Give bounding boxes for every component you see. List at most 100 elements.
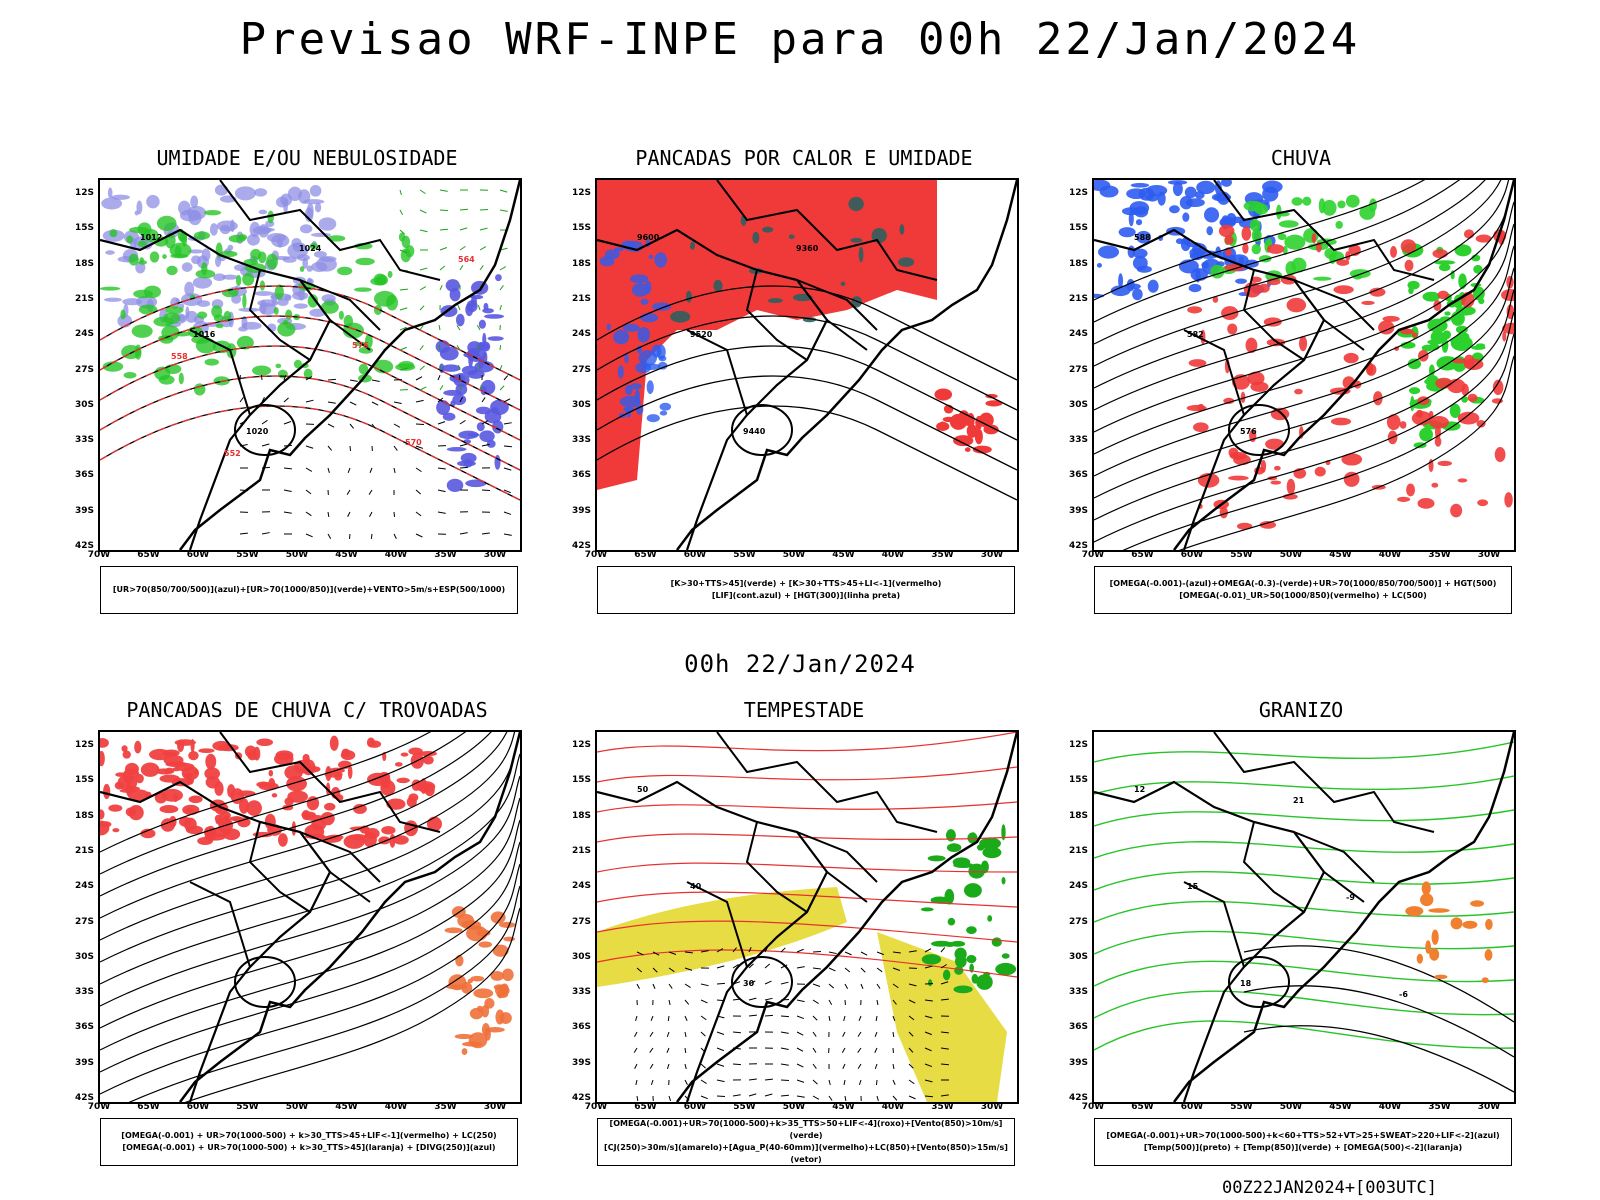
- thunderstorm-red-area: [188, 750, 199, 761]
- humidity-mid-area: [483, 314, 505, 319]
- wind-vector: [940, 964, 947, 969]
- humidity-mid-area: [298, 289, 305, 301]
- thunderstorm-orange-area: [484, 1027, 491, 1041]
- hgt500-contour: [1094, 180, 1486, 345]
- uruguay-border: [731, 404, 793, 456]
- wind-vector: [459, 384, 462, 391]
- humidity-low-area: [242, 272, 255, 286]
- humidity-mid-area: [467, 341, 482, 354]
- lat-tick-label: 33S: [74, 435, 94, 446]
- coastline: [676, 180, 1017, 550]
- rain-red-area: [1258, 283, 1270, 293]
- lat-tick-label: 18S: [74, 810, 94, 821]
- thunderstorm-red-area: [381, 825, 396, 835]
- lon-tick-label: 40W: [881, 550, 905, 560]
- contour-label: 558: [171, 352, 188, 361]
- temp850-contour: [1094, 841, 1514, 859]
- wind-vector: [261, 443, 270, 447]
- instability-red-area: [978, 412, 994, 428]
- wind-vector: [499, 364, 503, 371]
- wind-vector: [828, 999, 833, 1005]
- legend-line: [LIF](cont.azul) + [HGT(300)](linha pret…: [711, 591, 901, 600]
- wind-vector: [812, 1031, 817, 1037]
- thunderstorm-red-area: [198, 748, 215, 754]
- rain-red-area: [1187, 306, 1203, 314]
- thunderstorm-orange-area: [492, 944, 509, 957]
- wind-vector: [908, 1095, 916, 1100]
- wind-vector: [908, 983, 917, 987]
- wind-vector: [399, 288, 408, 291]
- humidity-mid-area: [107, 187, 113, 199]
- lc250-streamline: [100, 819, 520, 1051]
- wind-vector: [419, 286, 427, 291]
- wind-vector: [457, 364, 461, 371]
- lat-tick-label: 36S: [74, 1022, 94, 1033]
- thunderstorm-red-area: [301, 811, 316, 818]
- wind-vector: [634, 1031, 638, 1037]
- thunderstorm-red-area: [423, 755, 434, 765]
- map-panel: 50 40 30: [595, 730, 1019, 1104]
- omega-orange-area: [1425, 940, 1432, 954]
- omega-green-area: [1243, 200, 1264, 212]
- wind-vector: [652, 951, 660, 956]
- water-contour: [597, 833, 1017, 843]
- hgt500-contour: [1094, 311, 1514, 543]
- humidity-low-area: [395, 363, 416, 371]
- thunderstorm-red-area: [185, 808, 193, 813]
- lon-tick-label: 55W: [1230, 1102, 1253, 1112]
- wind-vector: [459, 227, 468, 231]
- thunderstorm-orange-area: [499, 921, 516, 928]
- contour-label: 582: [1187, 330, 1204, 339]
- wind-vector: [635, 1015, 638, 1022]
- wind850-area: [976, 974, 993, 990]
- mid-title: 00h 22/Jan/2024: [684, 650, 916, 678]
- panel-legend: [OMEGA(-0.001)-(azul)+OMEGA(-0.3)-(verde…: [1094, 566, 1512, 614]
- wind-vector: [684, 1015, 688, 1022]
- wind-vector: [327, 533, 332, 539]
- wind-vector: [876, 967, 883, 973]
- humidity-low-area: [215, 323, 224, 329]
- lif-contour: [646, 414, 660, 423]
- wind-vector: [684, 1031, 687, 1038]
- wind-vector: [459, 443, 468, 447]
- wind-vector: [479, 227, 488, 231]
- wind-vector: [796, 948, 804, 953]
- wind850-area: [953, 985, 973, 994]
- humidity-low-area: [195, 269, 216, 279]
- lon-tick-label: 45W: [335, 550, 358, 560]
- thickness-contour: [100, 375, 520, 471]
- rain-red-area: [1250, 276, 1262, 283]
- humidity-low-area: [109, 229, 118, 238]
- wind-vector: [393, 445, 398, 451]
- wind-vector: [327, 423, 335, 428]
- omega-blue-area: [1132, 288, 1143, 301]
- wind-vector: [305, 489, 312, 495]
- humidity-mid-area: [475, 406, 491, 415]
- lat-tick-label: 30S: [74, 951, 94, 962]
- lat-tick-label: 36S: [1068, 470, 1088, 481]
- rain-red-area: [1188, 359, 1207, 367]
- humidity-mid-area: [209, 223, 218, 236]
- rain-red-area: [1314, 466, 1326, 477]
- thunderstorm-orange-area: [495, 1009, 505, 1025]
- state-border: [189, 180, 441, 416]
- wind850-area: [995, 962, 1017, 976]
- wind-vector: [684, 951, 693, 954]
- thunderstorm-red-area: [424, 783, 435, 797]
- humidity-mid-area: [455, 313, 465, 327]
- lat-tick-label: 30S: [571, 951, 591, 962]
- wind850-area: [946, 843, 962, 853]
- wind-vector: [684, 983, 691, 989]
- wind-vector: [437, 511, 446, 514]
- humidity-mid-area: [122, 298, 142, 306]
- lat-tick-label: 24S: [571, 329, 591, 340]
- rain-red-area: [1463, 229, 1475, 239]
- lif-contour: [617, 365, 624, 379]
- lat-tick-label: 21S: [571, 845, 591, 856]
- lon-tick-label: 60W: [683, 550, 707, 560]
- rain-red-area: [1382, 315, 1400, 322]
- lat-tick-label: 24S: [571, 881, 591, 892]
- instability-green-area: [689, 241, 696, 250]
- wind-vector: [780, 1047, 789, 1051]
- panel-legend: [OMEGA(-0.001)+UR>70(1000-500)+k>35_TTS>…: [597, 1118, 1015, 1166]
